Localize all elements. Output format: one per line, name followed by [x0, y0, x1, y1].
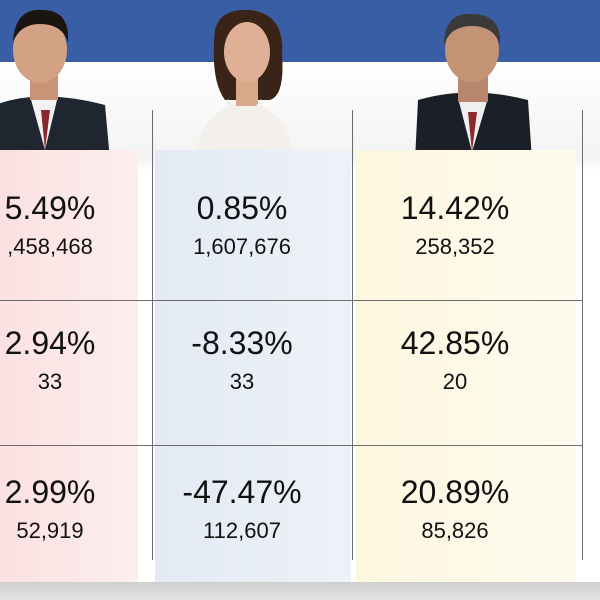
vote-count: 20	[442, 369, 468, 394]
column-divider	[352, 110, 353, 560]
row-divider	[0, 445, 582, 446]
vote-count: 112,607	[203, 518, 281, 543]
column-bg-1	[0, 150, 138, 582]
vote-count: 52,919	[16, 518, 84, 543]
vote-count: 33	[229, 369, 255, 394]
percent-change: 0.85%	[196, 190, 288, 226]
percent-change: 2.94%	[4, 325, 96, 361]
column-bg-2	[155, 150, 351, 582]
percent-change: 5.49%	[4, 190, 96, 226]
candidate-photos	[0, 9, 532, 160]
percent-change: 42.85%	[400, 325, 510, 361]
photo-1	[0, 9, 110, 160]
column-divider	[152, 110, 153, 560]
percent-change: 20.89%	[400, 474, 510, 510]
vote-count: ,458,468	[7, 234, 93, 259]
percent-change: -8.33%	[191, 325, 293, 361]
vote-count: 1,607,676	[193, 234, 291, 259]
column-bg-3	[356, 150, 576, 582]
percent-change: -47.47%	[182, 474, 302, 510]
header-band	[0, 0, 600, 62]
percent-change: 2.99%	[4, 474, 96, 510]
photo-3	[415, 13, 532, 160]
photo-2	[195, 9, 295, 160]
vote-count: 85,826	[421, 518, 489, 543]
vote-count: 33	[37, 369, 63, 394]
bottom-border	[0, 582, 600, 600]
column-divider	[582, 110, 583, 560]
row-divider	[0, 300, 582, 301]
percent-change: 14.42%	[400, 190, 510, 226]
vote-count: 258,352	[415, 234, 495, 259]
